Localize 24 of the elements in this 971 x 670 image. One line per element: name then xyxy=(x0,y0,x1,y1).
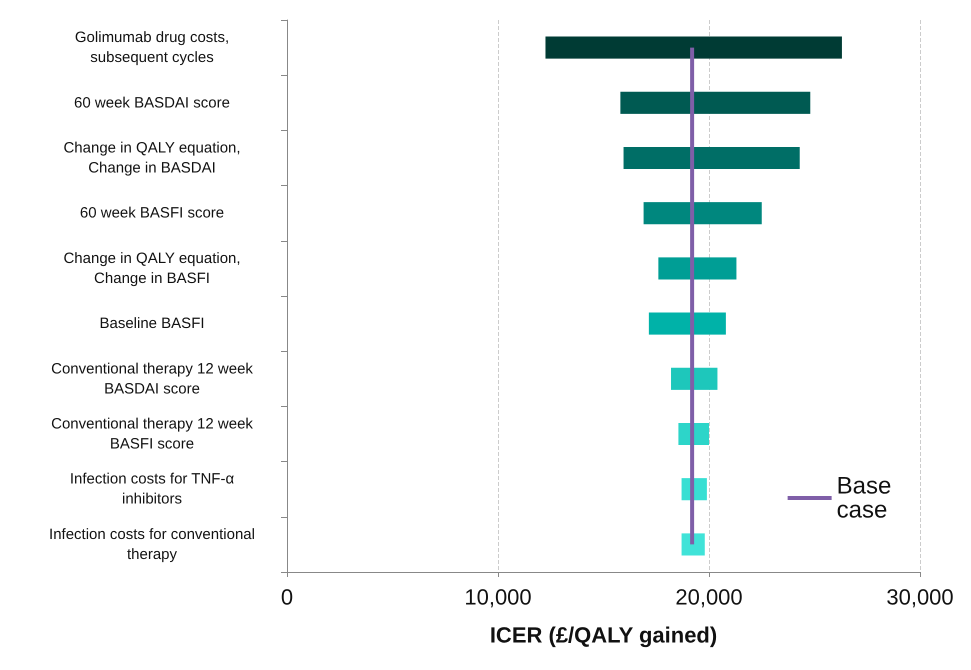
bar xyxy=(545,36,842,59)
bar xyxy=(624,146,800,170)
y-tick-label: Infection costs for conventional therapy xyxy=(49,526,255,563)
y-tick-label: Infection costs for TNF-α inhibitors xyxy=(70,470,234,508)
y-tick-label: 60 week BASDAI score xyxy=(74,94,230,112)
y-tick-label: Change in QALY equation, Change in BASFI xyxy=(63,250,241,287)
y-tick-label: Golimumab drug costs, subsequent cycles xyxy=(74,29,230,66)
bar xyxy=(620,92,810,114)
bar xyxy=(644,202,762,224)
x-tick-label: 20,000 xyxy=(675,584,743,610)
x-tick-label: 0 xyxy=(280,584,294,610)
x-tick-label: 30,000 xyxy=(886,584,954,610)
bar xyxy=(671,368,718,390)
x-axis-title: ICER (£/QALY gained) xyxy=(490,622,718,648)
y-tick-label: Conventional therapy 12 week BASDAI score xyxy=(51,360,254,398)
x-tick-label: 10,000 xyxy=(464,584,532,610)
bar xyxy=(682,533,705,556)
bar xyxy=(648,312,726,335)
y-tick-label: Baseline BASFI xyxy=(99,315,205,332)
y-tick-label: Conventional therapy 12 week BASFI score xyxy=(51,416,254,452)
y-tick-label: Change in QALY equation, Change in BASDAI xyxy=(63,140,241,176)
bar xyxy=(658,257,736,280)
y-tick-label: 60 week BASFI score xyxy=(80,204,224,222)
legend-label: Base case xyxy=(836,472,898,524)
